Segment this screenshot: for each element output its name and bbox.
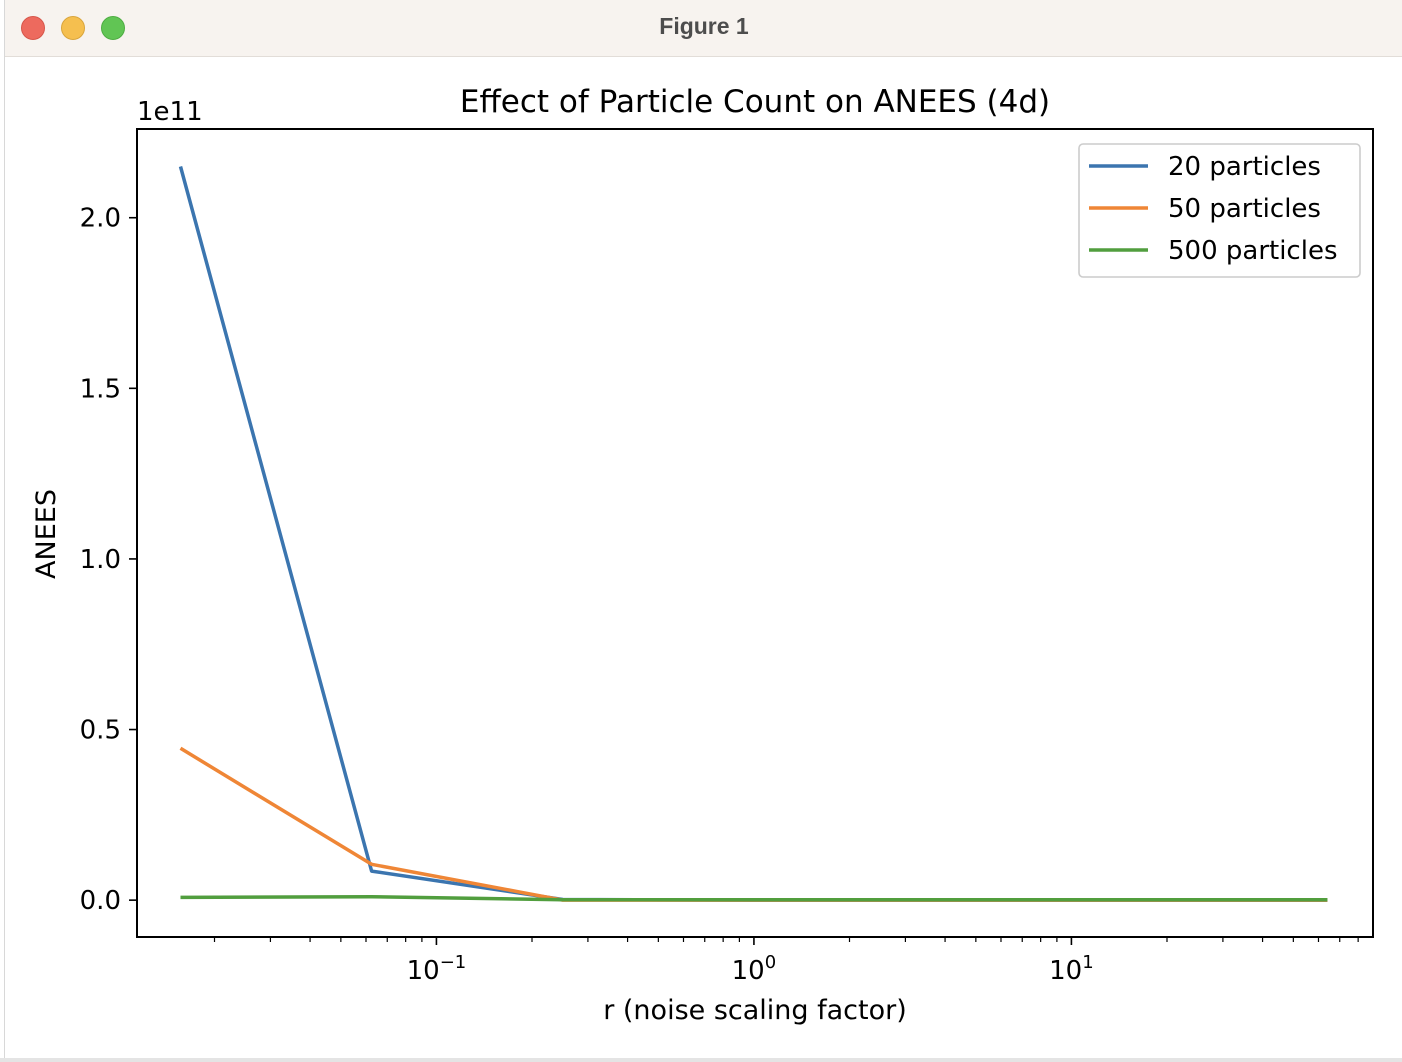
- y-offset-text: 1e11: [137, 97, 203, 127]
- legend-box: [1078, 143, 1361, 278]
- x-tick-label: 100: [732, 952, 777, 986]
- series-lines: [178, 166, 1328, 902]
- x-tick-label: 10−1: [407, 952, 467, 986]
- legend-label-2: 500 particles: [1168, 236, 1338, 266]
- y-tick-label: 1.5: [80, 374, 121, 404]
- close-window-button[interactable]: [21, 16, 45, 40]
- y-tick-label: 0.0: [80, 886, 121, 916]
- title-bar[interactable]: Figure 1: [5, 0, 1402, 57]
- figure-canvas: Effect of Particle Count on ANEES (4d) 1…: [0, 57, 1402, 1058]
- series-line-1: [179, 746, 1328, 902]
- chart-title: Effect of Particle Count on ANEES (4d): [460, 84, 1050, 120]
- series-line-2: [180, 894, 1328, 902]
- legend-label-0: 20 particles: [1168, 152, 1321, 182]
- zoom-window-button[interactable]: [101, 16, 125, 40]
- window-title: Figure 1: [659, 13, 749, 39]
- y-tick-label: 0.5: [80, 716, 121, 746]
- x-axis-ticks: 10−1 100 101: [213, 937, 1359, 986]
- y-axis-ticks: 0.0 0.5 1.0 1.5 2.0: [80, 204, 137, 916]
- legend-label-1: 50 particles: [1168, 194, 1321, 224]
- x-axis-label: r (noise scaling factor): [603, 995, 907, 1026]
- y-tick-label: 2.0: [80, 204, 121, 234]
- bottom-strip: [0, 1058, 1402, 1062]
- y-axis-label: ANEES: [31, 489, 62, 579]
- legend: 20 particles 50 particles 500 particles: [1078, 143, 1361, 278]
- y-tick-label: 1.0: [80, 545, 121, 575]
- minimize-window-button[interactable]: [61, 16, 85, 40]
- x-tick-label: 101: [1049, 952, 1094, 986]
- line-chart: Effect of Particle Count on ANEES (4d) 1…: [31, 84, 1374, 1026]
- plot-frame: [136, 128, 1374, 938]
